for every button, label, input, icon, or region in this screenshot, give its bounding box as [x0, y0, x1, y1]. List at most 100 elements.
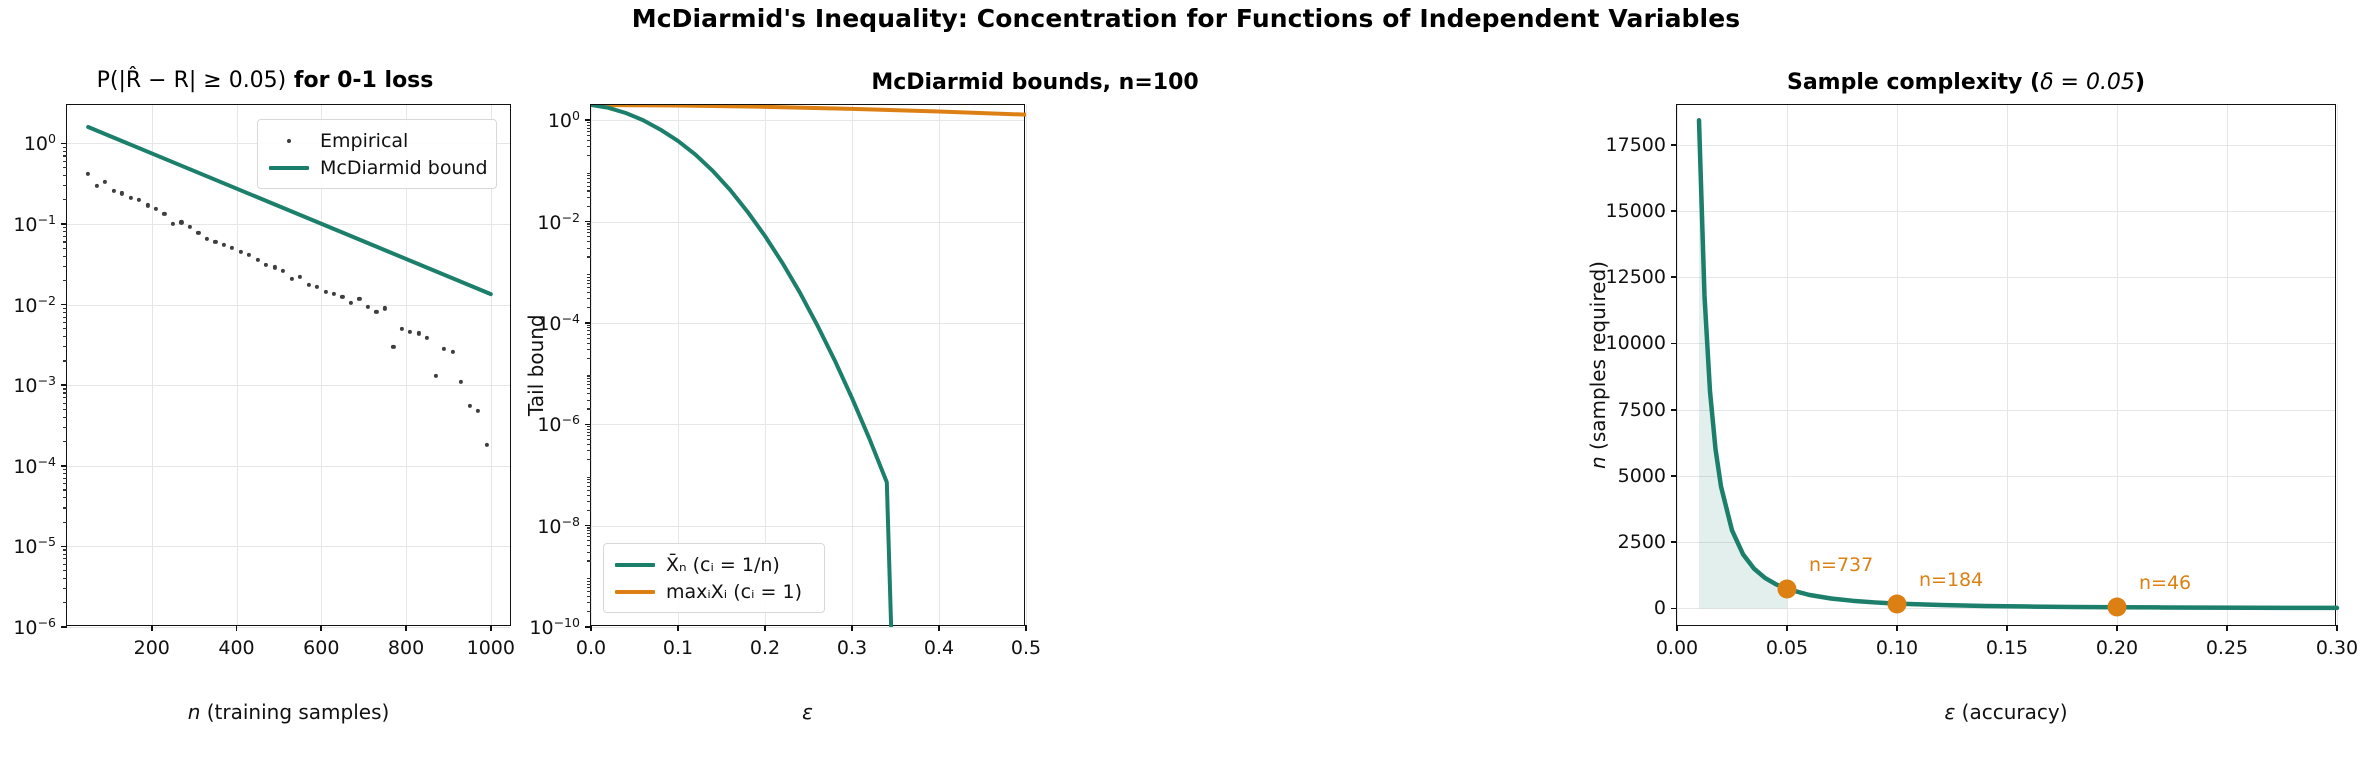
panel1-legend-label: McDiarmid bound [320, 156, 488, 179]
panel3-annotation-marker [1887, 594, 1907, 614]
panel1-data-point [408, 329, 413, 334]
panel1-data-point [187, 224, 192, 230]
panel1-ytick-label: 10−5 [13, 534, 56, 559]
panel3-annotation-marker [2107, 597, 2127, 617]
panel1-data-point [484, 443, 489, 448]
panel3-annotation-label: n=184 [1919, 568, 1984, 591]
panel1-data-point [298, 274, 303, 280]
panel1-xtick-label: 600 [303, 637, 340, 659]
panel1-data-point [399, 326, 404, 331]
panel1-legend: Empirical McDiarmid bound [257, 119, 497, 189]
panel1-data-point [348, 300, 354, 306]
panel1-legend-item: McDiarmid bound [269, 154, 488, 181]
panel1-xtick-label: 400 [218, 637, 255, 659]
panel1-data-point [145, 203, 150, 208]
legend-line-icon [269, 165, 309, 170]
panel2-xtick-label: 0.4 [923, 637, 955, 659]
panel2-ytick-label: 10−6 [537, 412, 580, 437]
panel1-xtick-label: 800 [387, 637, 425, 659]
panel1-data-point [170, 221, 176, 227]
panel2-legend-item: maxᵢXᵢ (cᵢ = 1) [615, 578, 813, 605]
panel3-annotation-label: n=737 [1809, 553, 1874, 576]
panel1-title-bold: for 0-1 loss [286, 68, 434, 93]
panel3-ytick-label: 7500 [1617, 398, 1666, 421]
panel-empirical-vs-bound: P(|R̂ − R| ≥ 0.05) for 0-1 loss 100 10−1 1… [0, 0, 530, 762]
panel3-title-prefix: Sample complexity ( [1786, 70, 2041, 95]
panel1-data-point [196, 230, 201, 235]
panel1-ytick-label: 10−1 [13, 211, 56, 237]
panel3-xtick-label: 0.05 [1765, 637, 1809, 659]
panel2-plot [591, 105, 1026, 627]
panel2-legend: X̄ₙ (cᵢ = 1/n) maxᵢXᵢ (cᵢ = 1) [603, 543, 825, 613]
panel3-xtick-label: 0.15 [1985, 637, 2029, 659]
panel1-xlabel-symbol: n [187, 700, 201, 724]
panel2-ytick-label: 10−10 [529, 614, 580, 640]
panel1-xlabel-text: (training samples) [200, 700, 390, 724]
panel3-title-delta: δ = 0.05 [2040, 70, 2135, 95]
panel1-data-point [238, 249, 243, 255]
panel1-data-point [94, 183, 99, 188]
panel1-legend-label: Empirical [320, 129, 409, 152]
panel1-data-point [340, 294, 345, 299]
panel2-xlabel-symbol: ε [802, 700, 813, 724]
panel1-data-point [213, 239, 218, 245]
panel3-ylabel-symbol: n [1586, 456, 1610, 469]
panel1-data-point [442, 347, 447, 352]
panel1-ytick-label: 10−3 [13, 373, 56, 398]
panel1-data-point [357, 296, 362, 301]
panel2-axes: 100 10−2 10−4 10−6 10−8 10−10 0.0 0.1 0.2 0.3 0.4 0… [529, 104, 1041, 659]
panel3-ytick-label: 12500 [1605, 266, 1666, 289]
panel3-title-suffix: ) [2134, 70, 2145, 95]
panel3-xtick-label: 0.00 [1655, 637, 1699, 659]
panel1-data-point [162, 211, 167, 216]
panel1-xtick-label: 1000 [466, 637, 515, 659]
panel3-ytick-label: 10000 [1605, 332, 1666, 355]
panel3-ytick-label: 0 [1653, 597, 1666, 620]
panel1-data-point [416, 331, 421, 336]
panel-sample-complexity: Sample complexity (δ = 0.05) 0 2500 5000 75… [1560, 0, 2372, 762]
panel2-xtick-label: 0.2 [749, 637, 781, 659]
panel1-data-point [306, 282, 311, 288]
panel1-data-point [128, 195, 133, 201]
legend-dot-icon [269, 138, 309, 143]
panel2-ytick-label: 10−8 [537, 513, 580, 538]
panel1-data-point [281, 269, 286, 274]
panel1-xaxis-title: n (training samples) [66, 700, 511, 724]
panel1-data-point [467, 404, 472, 409]
legend-line-icon [615, 562, 655, 567]
panel1-ytick-label: 10−4 [13, 453, 56, 478]
panel1-data-point [255, 257, 260, 262]
panel1-data-point [272, 265, 277, 270]
panel1-data-point [459, 379, 464, 384]
panel-mcdiarmid-bounds: McDiarmid bounds, n=100 100 10−2 10−4 10−6 1… [500, 0, 1570, 762]
panel3-xaxis-title: ε (accuracy) [1676, 700, 2336, 724]
panel1-data-point [111, 188, 116, 193]
panel1-data-point [103, 180, 108, 185]
panel3-ytick-label: 5000 [1617, 464, 1666, 487]
panel1-title: P(|R̂ − R| ≥ 0.05) for 0-1 loss [0, 68, 530, 93]
panel2-ytick-label: 100 [547, 108, 580, 133]
panel1-data-point [374, 309, 379, 314]
panel3-xtick-label: 0.30 [2315, 637, 2359, 659]
panel1-data-point [179, 220, 184, 225]
panel1-plot [86, 125, 493, 297]
panel1-data-point [221, 242, 226, 248]
panel3-xtick-label: 0.10 [1875, 637, 1919, 659]
panel1-axes: 100 10−1 10−2 10−3 10−4 10−5 10−6 200 400 600 800 1… [13, 104, 515, 659]
panel1-data-point [247, 253, 252, 258]
panel1-data-point [230, 245, 235, 250]
panel1-data-point [264, 262, 269, 268]
panel1-data-point [450, 349, 455, 354]
panel2-xtick-label: 0.0 [575, 637, 607, 659]
panel1-data-point [136, 197, 142, 202]
panel1-xtick-label: 200 [133, 637, 170, 659]
panel3-annotation-label: n=46 [2139, 572, 2192, 595]
panel2-legend-label: X̄ₙ (cᵢ = 1/n) [666, 553, 780, 576]
figure-suptitle: McDiarmid's Inequality: Concentration fo… [631, 4, 1741, 33]
panel2-legend-item: X̄ₙ (cᵢ = 1/n) [615, 551, 813, 578]
panel3-ytick-label: 15000 [1605, 199, 1666, 222]
panel2-ytick-label: 10−2 [537, 209, 580, 234]
panel3-xlabel-text: (accuracy) [1955, 700, 2068, 724]
panel3-ylabel-text: (samples required) [1586, 261, 1610, 457]
